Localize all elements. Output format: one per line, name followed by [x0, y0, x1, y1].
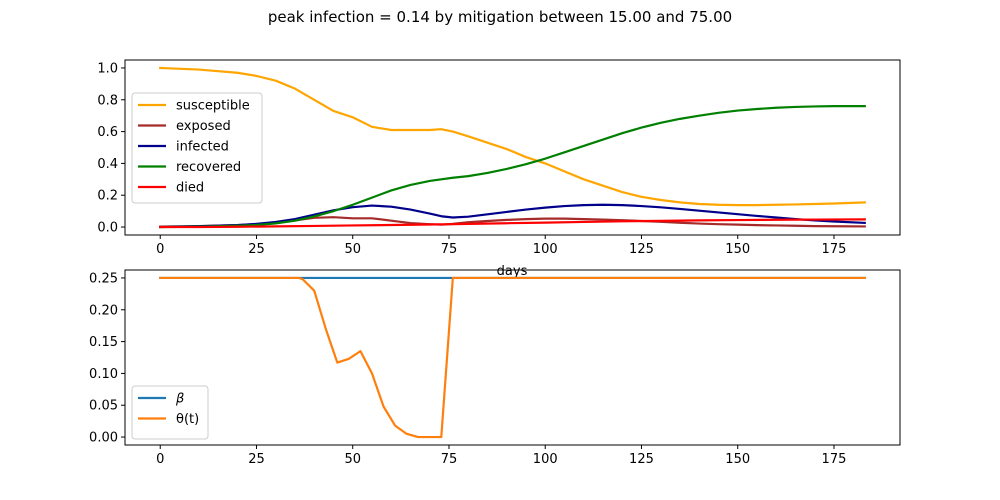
top-axes-x-ticks: 0 25 50 75 100 125 150 175: [156, 235, 846, 257]
top-x-tick-label: 150: [725, 242, 750, 257]
top-x-tick-label: 125: [629, 242, 654, 257]
bottom-y-tick-label: 0.15: [89, 335, 118, 350]
top-x-tick-label: 50: [344, 242, 361, 257]
top-axes-states: 0 25 50 75 100 125 150 175 0.0 0.2 0.4 0.6 0.8 1.0 d…: [97, 59, 901, 279]
bottom-axes-x-ticks: 0 25 50 75 100 125 150 175: [156, 445, 846, 467]
top-y-tick-label: 0.8: [97, 93, 118, 108]
top-series-line-exposed: [159, 216, 866, 228]
bottom-x-tick-label: 75: [441, 452, 458, 467]
top-series-line-recovered: [159, 105, 866, 229]
top-axes-series: [159, 66, 866, 229]
bottom-series-line-t: [159, 276, 866, 439]
top-x-tick-label: 100: [533, 242, 558, 257]
top-x-tick-label: 25: [248, 242, 265, 257]
top-y-tick-label: 0.6: [97, 125, 118, 140]
bottom-axes-rates: 0 25 50 75 100 125 150 175 0.00 0.05 0.10 0.15 0.20…: [89, 269, 901, 467]
top-series-line-susceptible: [159, 66, 866, 207]
top-x-tick-label: 75: [441, 242, 458, 257]
bottom-x-tick-label: 25: [248, 452, 265, 467]
top-y-tick-label: 0.0: [97, 221, 118, 236]
top-x-tick-label: 175: [822, 242, 847, 257]
top-axes-legend: susceptible exposed infected recovered died: [131, 92, 263, 204]
bottom-legend-label: β: [175, 392, 184, 407]
bottom-axes-y-ticks: 0.00 0.05 0.10 0.15 0.20 0.25: [89, 271, 125, 446]
bottom-axes-legend: β θ(t): [131, 385, 209, 440]
bottom-axes-frame: [124, 269, 901, 446]
top-legend-box: [131, 92, 263, 204]
top-y-tick-label: 0.4: [97, 157, 118, 172]
top-axes-frame: [124, 59, 901, 236]
bottom-y-tick-label: 0.00: [89, 431, 118, 446]
bottom-y-tick-label: 0.05: [89, 399, 118, 414]
bottom-x-tick-label: 0: [156, 452, 164, 467]
bottom-x-tick-label: 125: [629, 452, 654, 467]
bottom-x-tick-label: 175: [822, 452, 847, 467]
top-series-line-infected: [159, 203, 866, 229]
figure-suptitle: peak infection = 0.14 by mitigation betw…: [268, 8, 732, 26]
top-axes-xlabel: days: [497, 264, 528, 279]
top-axes-y-ticks: 0.0 0.2 0.4 0.6 0.8 1.0: [97, 61, 125, 236]
bottom-legend-box: [131, 385, 209, 440]
top-x-tick-label: 0: [156, 242, 164, 257]
bottom-x-tick-label: 150: [725, 452, 750, 467]
top-legend-label: recovered: [176, 160, 241, 175]
top-series-line-died: [159, 218, 866, 229]
top-legend-label: infected: [176, 140, 229, 155]
bottom-x-tick-label: 50: [344, 452, 361, 467]
bottom-y-tick-label: 0.20: [89, 303, 118, 318]
bottom-axes-series: [159, 276, 866, 439]
top-legend-label: exposed: [176, 119, 231, 134]
top-y-tick-label: 1.0: [97, 61, 118, 76]
bottom-y-tick-label: 0.10: [89, 367, 118, 382]
bottom-legend-label: θ(t): [176, 412, 199, 427]
top-legend-label: susceptible: [176, 99, 250, 114]
top-legend-label: died: [176, 181, 204, 196]
bottom-y-tick-label: 0.25: [89, 271, 118, 286]
top-y-tick-label: 0.2: [97, 189, 118, 204]
bottom-x-tick-label: 100: [533, 452, 558, 467]
